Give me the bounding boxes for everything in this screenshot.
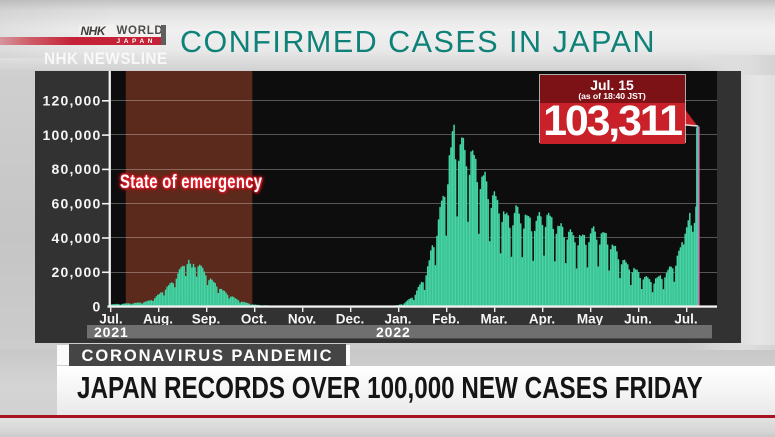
svg-text:100,000: 100,000 — [42, 126, 101, 142]
svg-text:120,000: 120,000 — [42, 92, 101, 108]
svg-text:Dec.: Dec. — [336, 311, 365, 326]
svg-text:Nov.: Nov. — [288, 311, 316, 326]
svg-text:0: 0 — [93, 298, 102, 314]
svg-text:Jan.: Jan. — [384, 311, 411, 326]
svg-text:May: May — [577, 311, 604, 326]
svg-text:20,000: 20,000 — [51, 264, 101, 280]
svg-text:2021: 2021 — [94, 323, 129, 339]
svg-text:Sep.: Sep. — [192, 311, 221, 326]
svg-text:Feb.: Feb. — [432, 311, 460, 326]
svg-text:Apr.: Apr. — [529, 311, 555, 326]
svg-text:Aug.: Aug. — [143, 311, 173, 326]
svg-text:60,000: 60,000 — [51, 195, 101, 211]
svg-text:Jul.: Jul. — [674, 311, 697, 326]
svg-text:40,000: 40,000 — [51, 229, 101, 245]
svg-text:Jul.: Jul. — [99, 311, 122, 326]
svg-text:80,000: 80,000 — [51, 161, 101, 177]
svg-text:Oct.: Oct. — [241, 311, 267, 326]
svg-text:2022: 2022 — [376, 323, 411, 339]
svg-text:Mar.: Mar. — [480, 311, 507, 326]
svg-text:Jun.: Jun. — [624, 311, 652, 326]
